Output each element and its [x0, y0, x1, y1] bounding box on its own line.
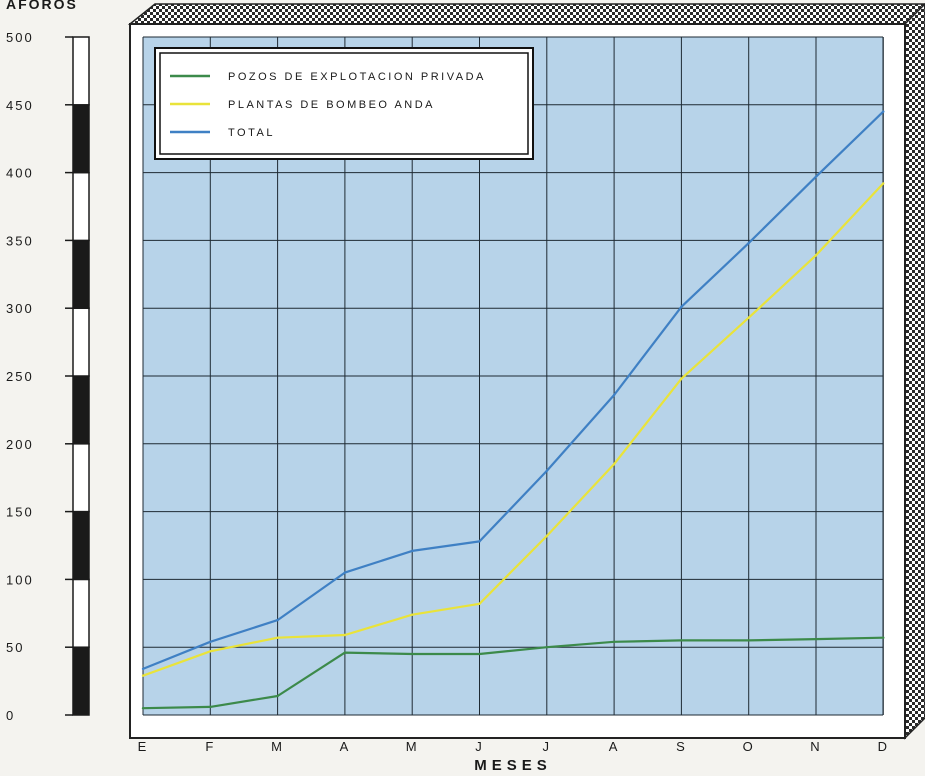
data-point: [680, 305, 683, 309]
x-tick-label: D: [878, 739, 889, 754]
legend-box-inner: [159, 52, 529, 155]
data-point: [411, 549, 414, 553]
data-point: [276, 636, 279, 639]
frame-right-face: [904, 2, 925, 740]
y-tick-label: 450: [6, 98, 34, 113]
data-point: [680, 639, 683, 642]
x-tick-label: J: [543, 739, 552, 754]
x-tick-label: F: [205, 739, 215, 754]
series-line-3: [142, 110, 885, 670]
scale-segment: [72, 307, 90, 377]
data-point: [343, 633, 347, 637]
data-point: [882, 182, 885, 185]
legend: POZOS DE EXPLOTACION PRIVADA PLANTAS DE B…: [154, 47, 534, 160]
data-point: [612, 462, 616, 466]
data-point: [747, 639, 750, 642]
frame-top-face: [127, 3, 925, 25]
data-point: [478, 602, 481, 606]
scale-segment: [72, 510, 90, 581]
scale-segment: [72, 36, 90, 106]
data-point: [882, 110, 885, 113]
data-point: [209, 650, 212, 653]
data-point: [343, 571, 347, 574]
data-point: [814, 175, 818, 178]
x-axis-title: MESES: [474, 757, 552, 774]
data-point: [680, 377, 683, 380]
data-point: [209, 705, 212, 709]
y-tick-label: 350: [6, 233, 34, 248]
y-tick-label: 50: [6, 640, 24, 655]
scale-segment: [72, 646, 90, 716]
data-point: [141, 674, 145, 677]
data-point: [343, 651, 347, 654]
x-tick-label: E: [138, 739, 149, 754]
data-point: [747, 241, 750, 245]
x-tick-label: M: [271, 739, 284, 754]
data-point: [814, 637, 818, 641]
data-point: [478, 652, 481, 656]
x-tick-label: O: [743, 739, 755, 754]
y-tick-label: 500: [6, 30, 34, 45]
data-point: [276, 694, 279, 698]
data-point: [478, 540, 481, 543]
data-point: [545, 534, 548, 538]
y-axis-title: AFOROS: [6, 0, 78, 12]
data-point: [747, 316, 750, 319]
x-tick-label: A: [609, 739, 620, 754]
data-point: [882, 636, 885, 639]
x-tick-label: S: [676, 739, 687, 754]
y-tick-label: 250: [6, 369, 34, 384]
scale-segment: [72, 239, 90, 309]
data-point: [209, 640, 212, 643]
scale-segment: [72, 104, 90, 174]
legend-label: PLANTAS DE BOMBEO ANDA: [228, 99, 435, 111]
data-point: [141, 707, 145, 710]
series-line-2: [142, 182, 885, 677]
x-tick-label: N: [810, 739, 821, 754]
x-tick-label: J: [475, 739, 484, 754]
legend-label: TOTAL: [228, 127, 275, 139]
data-point: [141, 667, 145, 671]
y-scale-bar: [65, 36, 90, 716]
x-tick-label: A: [340, 739, 351, 754]
grid: [142, 36, 884, 716]
series-lines: [141, 110, 885, 710]
y-tick-label: 0: [6, 708, 15, 723]
y-tick-label: 400: [6, 166, 34, 181]
legend-label: POZOS DE EXPLOTACION PRIVADA: [228, 71, 486, 83]
y-tick-labels: 0 50 100 150 200 250 300 350 400 450 500: [6, 30, 34, 723]
data-point: [612, 393, 616, 397]
data-point: [276, 618, 279, 622]
series-line-1: [142, 636, 884, 710]
x-tick-label: M: [406, 739, 419, 754]
data-point: [411, 652, 414, 656]
scale-segment: [72, 443, 90, 513]
data-point: [814, 254, 818, 257]
y-tick-label: 200: [6, 437, 34, 452]
data-point: [545, 469, 548, 473]
scale-segment: [72, 578, 90, 648]
data-point: [545, 646, 548, 649]
data-point: [411, 613, 414, 616]
scale-segment: [72, 171, 90, 242]
y-tick-label: 300: [6, 301, 34, 316]
data-point: [612, 640, 616, 643]
scale-segment: [72, 375, 90, 445]
y-tick-label: 150: [6, 505, 34, 520]
y-tick-label: 100: [6, 572, 34, 587]
